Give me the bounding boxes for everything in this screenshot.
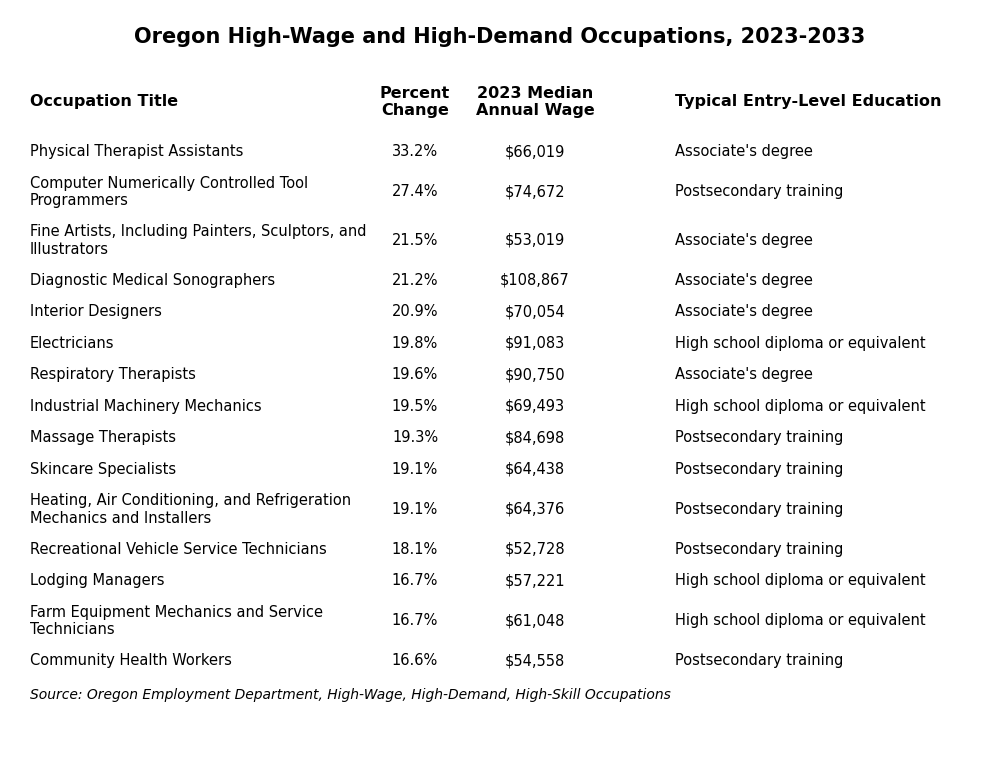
Text: Occupation Title: Occupation Title: [30, 95, 178, 109]
Text: 19.5%: 19.5%: [392, 399, 438, 414]
Text: Interior Designers: Interior Designers: [30, 305, 162, 319]
Text: Associate's degree: Associate's degree: [675, 273, 813, 288]
Text: $54,558: $54,558: [505, 654, 565, 668]
Text: Fine Artists, Including Painters, Sculptors, and
Illustrators: Fine Artists, Including Painters, Sculpt…: [30, 224, 366, 257]
Text: 19.1%: 19.1%: [392, 462, 438, 477]
Text: Oregon High-Wage and High-Demand Occupations, 2023-2033: Oregon High-Wage and High-Demand Occupat…: [134, 27, 866, 47]
Text: 18.1%: 18.1%: [392, 542, 438, 557]
Text: $84,698: $84,698: [505, 431, 565, 445]
Text: High school diploma or equivalent: High school diploma or equivalent: [675, 614, 926, 628]
Text: Associate's degree: Associate's degree: [675, 145, 813, 159]
Text: Farm Equipment Mechanics and Service
Technicians: Farm Equipment Mechanics and Service Tec…: [30, 604, 323, 638]
Text: Postsecondary training: Postsecondary training: [675, 654, 843, 668]
Text: $90,750: $90,750: [505, 368, 565, 382]
Text: 19.6%: 19.6%: [392, 368, 438, 382]
Text: Postsecondary training: Postsecondary training: [675, 542, 843, 557]
Text: Heating, Air Conditioning, and Refrigeration
Mechanics and Installers: Heating, Air Conditioning, and Refrigera…: [30, 493, 351, 526]
Text: $66,019: $66,019: [505, 145, 565, 159]
Text: 20.9%: 20.9%: [392, 305, 438, 319]
Text: $70,054: $70,054: [505, 305, 565, 319]
Text: 27.4%: 27.4%: [392, 185, 438, 199]
Text: Physical Therapist Assistants: Physical Therapist Assistants: [30, 145, 243, 159]
Text: Community Health Workers: Community Health Workers: [30, 654, 232, 668]
Text: Computer Numerically Controlled Tool
Programmers: Computer Numerically Controlled Tool Pro…: [30, 175, 308, 208]
Text: 16.6%: 16.6%: [392, 654, 438, 668]
Text: Industrial Machinery Mechanics: Industrial Machinery Mechanics: [30, 399, 262, 414]
Text: $57,221: $57,221: [505, 574, 565, 588]
Text: 21.2%: 21.2%: [392, 273, 438, 288]
Text: Postsecondary training: Postsecondary training: [675, 431, 843, 445]
Text: $61,048: $61,048: [505, 614, 565, 628]
Text: Postsecondary training: Postsecondary training: [675, 462, 843, 477]
Text: High school diploma or equivalent: High school diploma or equivalent: [675, 574, 926, 588]
Text: Associate's degree: Associate's degree: [675, 233, 813, 248]
Text: Typical Entry-Level Education: Typical Entry-Level Education: [675, 95, 942, 109]
Text: $74,672: $74,672: [505, 185, 565, 199]
Text: $64,438: $64,438: [505, 462, 565, 477]
Text: Diagnostic Medical Sonographers: Diagnostic Medical Sonographers: [30, 273, 275, 288]
Text: 19.8%: 19.8%: [392, 336, 438, 351]
Text: 19.3%: 19.3%: [392, 431, 438, 445]
Text: 33.2%: 33.2%: [392, 145, 438, 159]
Text: High school diploma or equivalent: High school diploma or equivalent: [675, 399, 926, 414]
Text: 16.7%: 16.7%: [392, 614, 438, 628]
Text: Recreational Vehicle Service Technicians: Recreational Vehicle Service Technicians: [30, 542, 327, 557]
Text: Associate's degree: Associate's degree: [675, 368, 813, 382]
Text: Source: Oregon Employment Department, High-Wage, High-Demand, High-Skill Occupat: Source: Oregon Employment Department, Hi…: [30, 688, 671, 702]
Text: 19.1%: 19.1%: [392, 502, 438, 517]
Text: 16.7%: 16.7%: [392, 574, 438, 588]
Text: 2023 Median
Annual Wage: 2023 Median Annual Wage: [476, 85, 594, 118]
Text: $53,019: $53,019: [505, 233, 565, 248]
Text: Percent
Change: Percent Change: [380, 85, 450, 118]
Text: Respiratory Therapists: Respiratory Therapists: [30, 368, 196, 382]
Text: $69,493: $69,493: [505, 399, 565, 414]
Text: $52,728: $52,728: [505, 542, 565, 557]
Text: Massage Therapists: Massage Therapists: [30, 431, 176, 445]
Text: $91,083: $91,083: [505, 336, 565, 351]
Text: Postsecondary training: Postsecondary training: [675, 185, 843, 199]
Text: Associate's degree: Associate's degree: [675, 305, 813, 319]
Text: Lodging Managers: Lodging Managers: [30, 574, 164, 588]
Text: High school diploma or equivalent: High school diploma or equivalent: [675, 336, 926, 351]
Text: $108,867: $108,867: [500, 273, 570, 288]
Text: 21.5%: 21.5%: [392, 233, 438, 248]
Text: Electricians: Electricians: [30, 336, 114, 351]
Text: Skincare Specialists: Skincare Specialists: [30, 462, 176, 477]
Text: $64,376: $64,376: [505, 502, 565, 517]
Text: Postsecondary training: Postsecondary training: [675, 502, 843, 517]
